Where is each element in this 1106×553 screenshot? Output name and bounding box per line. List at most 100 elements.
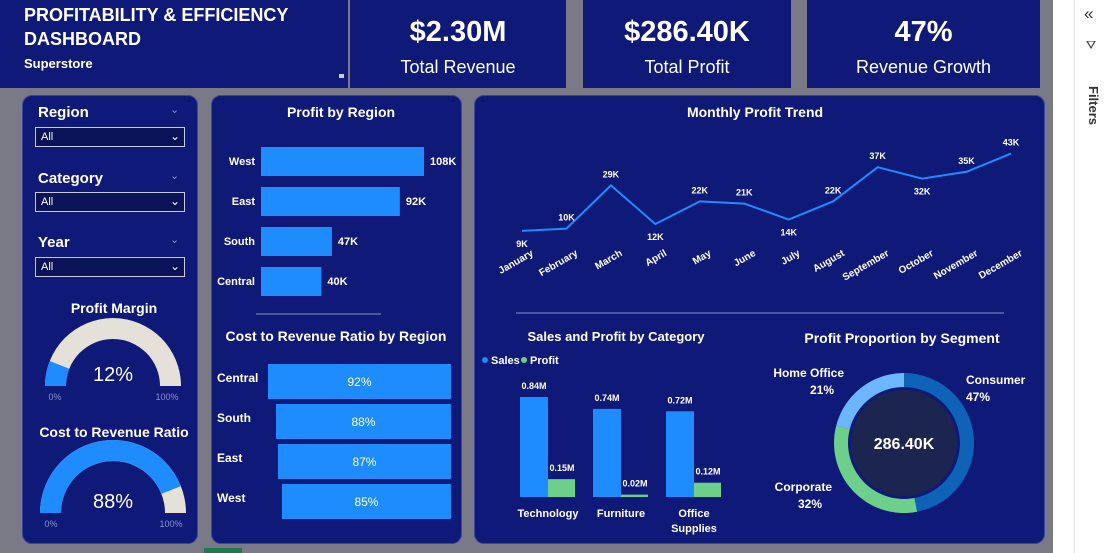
bar-value-label: 88%	[351, 415, 375, 429]
legend-sales-dot	[482, 357, 488, 363]
ratio-bar	[281, 484, 451, 519]
sales-bar	[520, 397, 548, 497]
chart-title: Sales and Profit by Category	[528, 329, 706, 344]
x-tick-label: June	[732, 248, 758, 269]
bar-category-label: West	[217, 491, 245, 505]
kpi-value: $2.30M	[409, 16, 507, 48]
profit-value-label: 0.02M	[622, 479, 647, 489]
x-tick-label: October	[897, 248, 936, 277]
segment-percent-label: 47%	[966, 390, 990, 404]
dashboard-title-line1: PROFITABILITY & EFFICIENCY	[24, 5, 289, 25]
gauge-track	[45, 318, 181, 386]
line-value-label: 22K	[825, 185, 842, 195]
segment-percent-label: 21%	[810, 383, 834, 397]
profit-value-label: 0.12M	[695, 467, 720, 477]
slicer-label-region: Region	[38, 104, 89, 121]
kpi-label: Revenue Growth	[855, 57, 992, 77]
legend-sales: Sales	[491, 355, 520, 367]
bar-category-label: Central	[217, 371, 258, 385]
line-value-label: 37K	[869, 151, 886, 161]
collapse-icon[interactable]: «	[1084, 4, 1094, 23]
bar-value-label: 108K	[430, 156, 456, 168]
gauge-max-label: 100%	[155, 392, 178, 402]
kpi-total-profit: $286.40K Total Profit	[583, 0, 791, 88]
region-charts: Profit by Region West 108K East 92K South 47K…	[217, 104, 456, 519]
profit-bar	[261, 187, 400, 216]
kpi-revenue-growth: 47% Revenue Growth	[807, 0, 1040, 88]
kpi-label: Total Profit	[644, 57, 730, 77]
gauge-title-profit-margin: Profit Margin	[70, 300, 158, 316]
year-dropdown[interactable]: All ⌄	[35, 257, 185, 277]
line-value-label: 32K	[914, 187, 931, 197]
bar-category-label: South	[224, 236, 255, 248]
sales-bar	[666, 411, 694, 497]
profit-bar	[694, 482, 721, 497]
segment-percent-label: 32%	[798, 497, 822, 511]
category-label: Furniture	[597, 508, 645, 520]
report-canvas: PROFITABILITY & EFFICIENCY DASHBOARD Sup…	[0, 0, 1053, 553]
ratio-bar	[275, 404, 451, 439]
category-dropdown[interactable]: All ⌄	[35, 192, 185, 212]
bar-value-label: 92%	[347, 375, 371, 389]
slicer-label-category: Category	[38, 170, 104, 187]
donut-center	[851, 390, 957, 496]
gauge-fill	[40, 440, 181, 513]
chevron-down-icon[interactable]: ⌄	[170, 104, 180, 116]
chevron-down-icon: ⌄	[169, 194, 180, 208]
dropdown-value: All	[41, 261, 54, 273]
legend-profit: Profit	[530, 355, 559, 367]
sales-bar	[593, 408, 621, 497]
donut-slice	[836, 373, 904, 430]
sales-value-label: 0.74M	[594, 393, 619, 403]
profit-bar	[548, 479, 575, 497]
chevron-down-icon[interactable]: ⌄	[170, 170, 180, 182]
line-value-label: 29K	[603, 169, 620, 179]
bar-category-label: Central	[217, 276, 255, 288]
line-value-label: 43K	[1003, 138, 1020, 148]
category-label: Technology	[518, 508, 580, 520]
bar-value-label: 85%	[354, 495, 378, 509]
segment-name-label: Home Office	[773, 366, 844, 380]
bar-category-label: East	[217, 451, 242, 465]
line-value-label: 21K	[736, 188, 753, 198]
line-value-label: 12K	[647, 232, 664, 242]
filters-label[interactable]: Filters	[1086, 86, 1101, 126]
kpi-label: Total Revenue	[400, 57, 516, 77]
chart-title: Cost to Revenue Ratio by Region	[226, 328, 447, 344]
donut-center-label: 286.40K	[874, 436, 935, 453]
chevron-down-icon[interactable]: ⌄	[170, 234, 180, 246]
legend-profit-dot	[521, 357, 527, 363]
kpi-total-revenue: $2.30M Total Revenue	[350, 0, 566, 88]
x-tick-label: August	[811, 248, 847, 275]
gauge-max-label: 100%	[159, 519, 182, 529]
bar-category-label: East	[232, 196, 256, 208]
cost-ratio-gauge: 88% 0% 100%	[40, 440, 186, 529]
filters-pane[interactable]: « ⛛ Filters	[1074, 0, 1106, 553]
profit-value-label: 0.15M	[549, 463, 574, 473]
gauge-value: 88%	[93, 491, 133, 513]
dashboard-subtitle: Superstore	[24, 56, 93, 71]
profit-bar	[261, 267, 322, 296]
bottom-tab-indicator[interactable]	[204, 548, 242, 553]
chart-title: Profit by Region	[287, 104, 395, 120]
line-value-label: 10K	[558, 213, 575, 223]
line-value-label: 9K	[516, 239, 528, 249]
x-tick-label: July	[779, 248, 802, 268]
gauge-title-cost-ratio: Cost to Revenue Ratio	[39, 424, 189, 440]
resize-handle[interactable]	[339, 74, 344, 78]
segment-name-label: Corporate	[775, 480, 833, 494]
x-tick-label: March	[593, 248, 624, 272]
x-tick-label: December	[977, 248, 1024, 282]
donut-slice	[834, 425, 918, 513]
chart-title: Profit Proportion by Segment	[804, 330, 1000, 346]
gauge-min-label: 0%	[44, 519, 57, 529]
region-dropdown[interactable]: All ⌄	[35, 127, 185, 147]
x-tick-label: April	[644, 248, 669, 269]
bar-value-label: 92K	[406, 196, 426, 208]
bar-category-label: West	[229, 156, 255, 168]
kpi-value: 47%	[894, 16, 953, 48]
category-label: Supplies	[671, 523, 717, 535]
x-tick-label: May	[691, 248, 714, 267]
filter-icon[interactable]: ⛛	[1086, 38, 1097, 52]
